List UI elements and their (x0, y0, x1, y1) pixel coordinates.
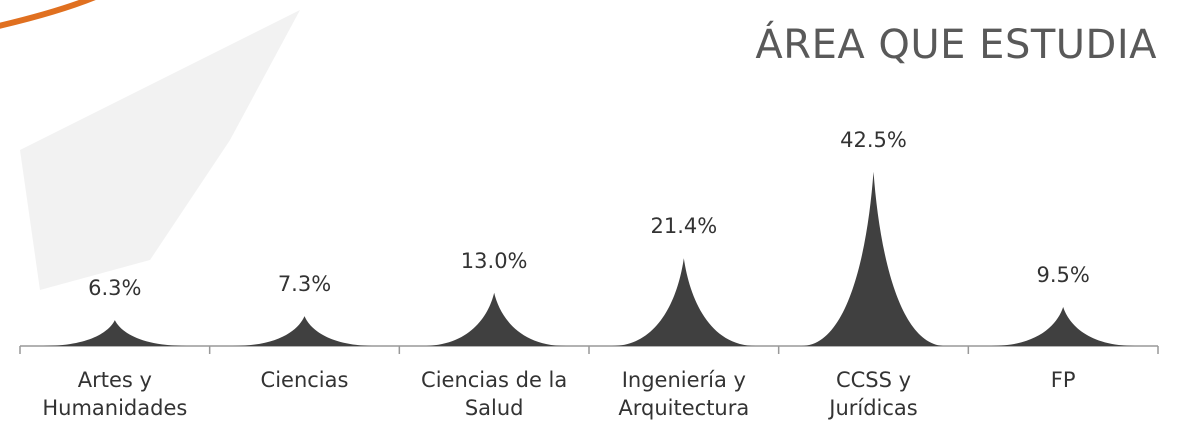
value-label: 21.4% (650, 214, 718, 239)
bar (42, 320, 187, 346)
decor-arc (0, 0, 96, 29)
value-label: 6.3% (88, 276, 142, 301)
bar (991, 307, 1136, 346)
x-tick-label: Ciencias (260, 368, 349, 392)
x-tick-label: Ciencias de la Salud (421, 368, 568, 420)
value-label: 42.5% (840, 127, 907, 152)
bar (422, 292, 567, 346)
x-tick-label: Artes y Humanidades (42, 368, 188, 420)
bar (611, 258, 756, 346)
value-label: 7.3% (277, 272, 332, 297)
chart-title: ÁREA QUE ESTUDIA (755, 22, 1157, 68)
value-label: 13.0% (460, 248, 528, 273)
bar (232, 316, 377, 346)
value-label: 9.5% (1036, 263, 1090, 288)
x-tick-label: FP (1050, 368, 1076, 392)
bar (801, 171, 946, 346)
x-tick-label: Ingeniería y Arquitectura (618, 368, 750, 420)
decor-cap (20, 10, 300, 290)
x-tick-label: CCSS y Jurídicas (829, 368, 918, 420)
